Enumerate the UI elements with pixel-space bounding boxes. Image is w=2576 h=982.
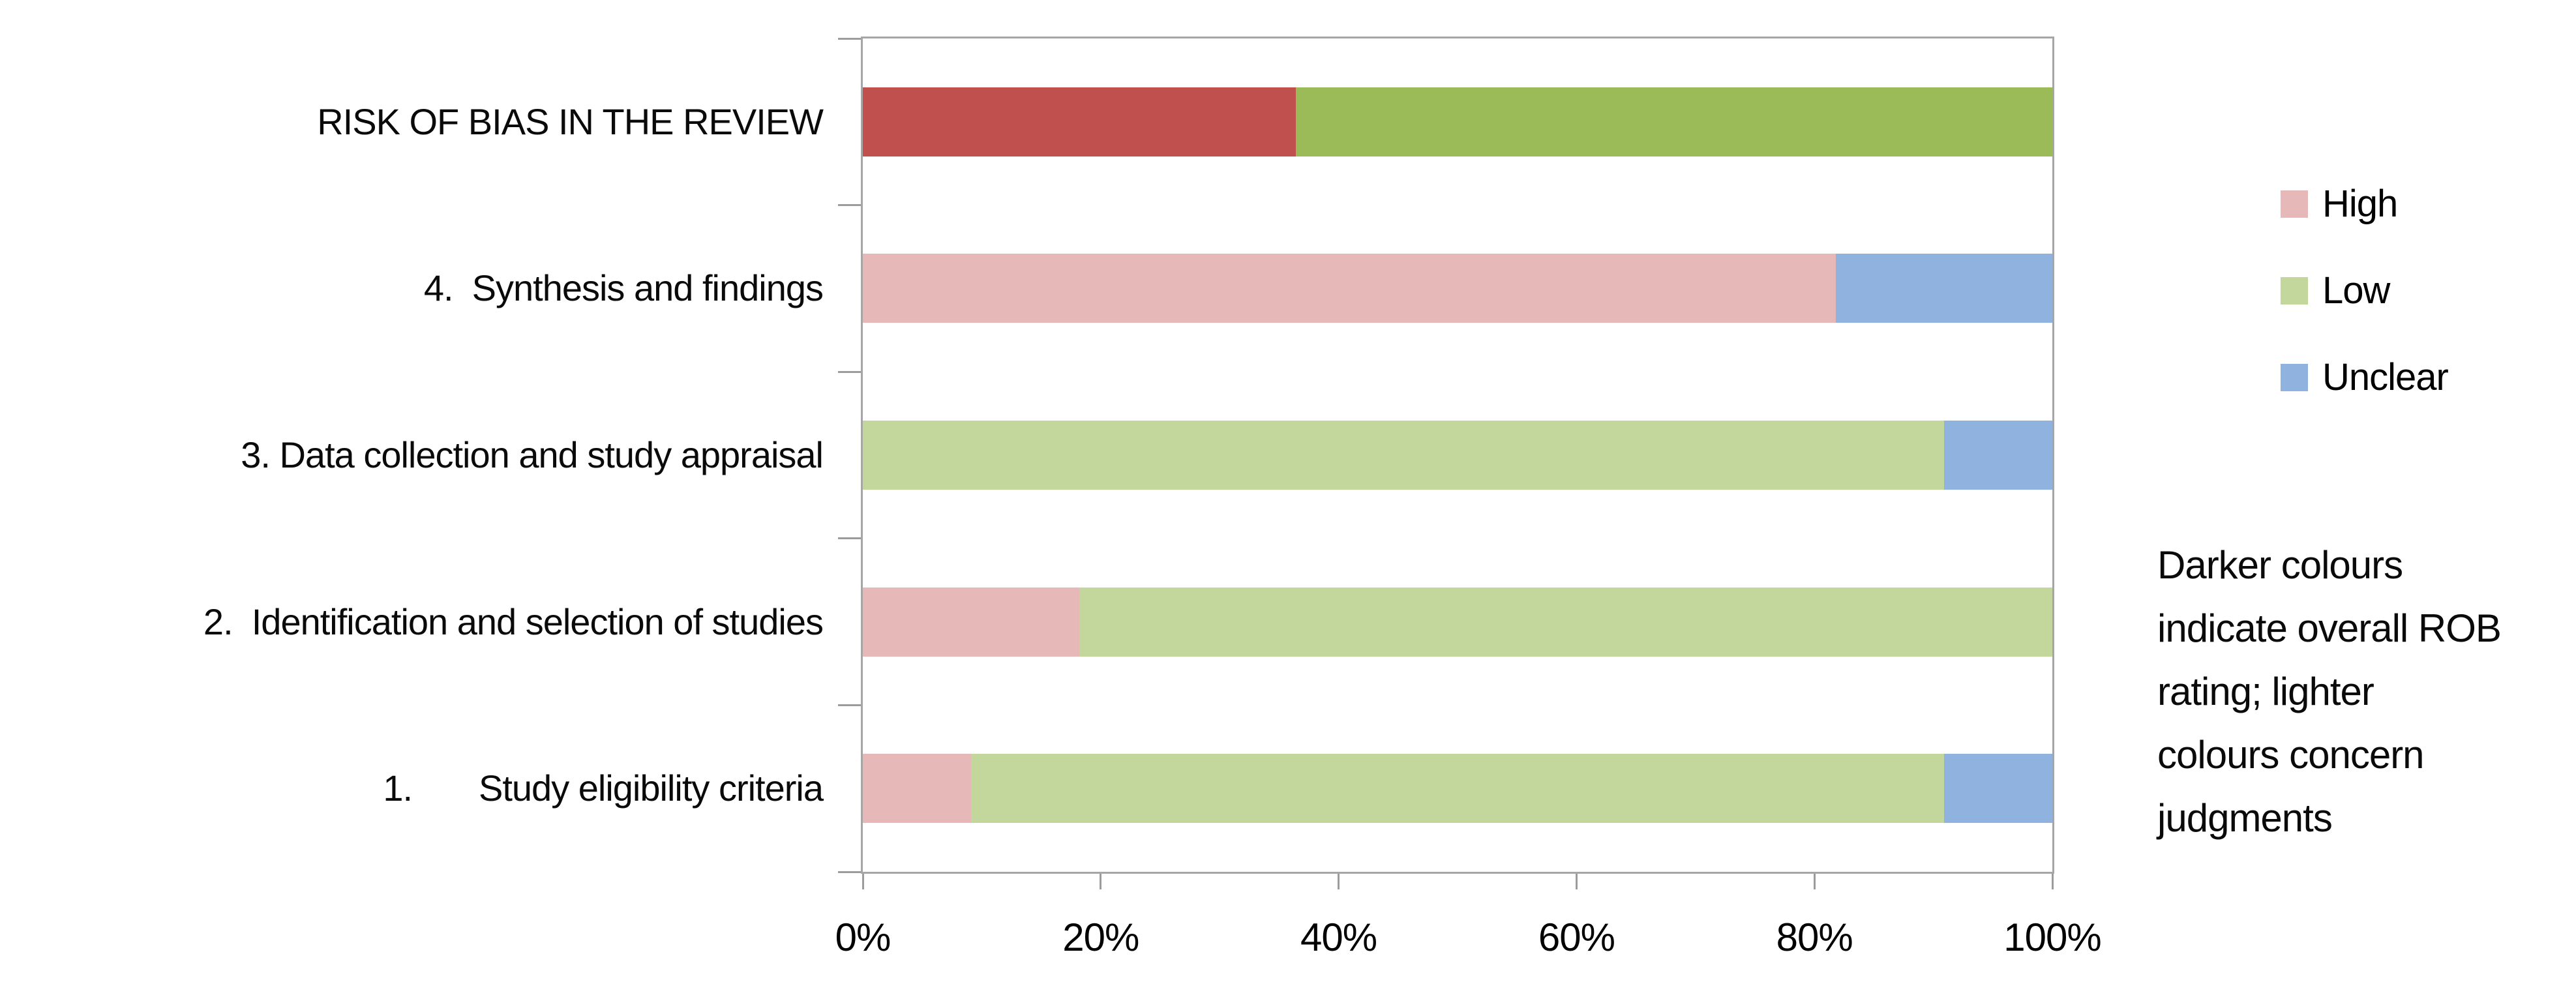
legend-swatch-unclear-icon	[2281, 364, 2308, 391]
x-axis-tick-label: 100%	[2003, 915, 2101, 959]
category-label-risk-of-bias: RISK OF BIAS IN THE REVIEW	[317, 101, 824, 142]
legend: High Low Unclear	[2281, 184, 2568, 458]
legend-label-high: High	[2322, 183, 2398, 225]
x-axis-tick-label: 0%	[835, 915, 891, 959]
x-axis-tick-label: 60%	[1538, 915, 1615, 959]
x-axis-tick	[1813, 874, 1816, 889]
category-label-eligibility: 1. Study eligibility criteria	[383, 767, 824, 809]
y-axis-tick	[838, 537, 861, 540]
category-label-synthesis: 4. Synthesis and findings	[423, 267, 824, 308]
x-axis-tick-label: 20%	[1062, 915, 1139, 959]
bar-segment-low	[1079, 587, 2052, 657]
bar-segment-high	[863, 587, 1079, 657]
y-axis-tick	[838, 870, 861, 873]
bar-segment-high	[863, 754, 971, 824]
category-label-identification: 2. Identification and selection of studi…	[203, 601, 824, 642]
note-text: Darker colours indicate overall ROB rati…	[2157, 543, 2502, 840]
x-axis-tick	[2051, 874, 2054, 889]
bar-segment-high	[863, 254, 1836, 323]
bar-segment-unclear	[1944, 421, 2052, 490]
legend-label-unclear: Unclear	[2322, 356, 2449, 398]
legend-label-low: Low	[2322, 269, 2390, 312]
y-axis-tick	[838, 37, 861, 40]
y-axis-tick	[838, 704, 861, 706]
bar-segment-low	[863, 421, 1945, 490]
x-axis-tick	[1100, 874, 1102, 889]
bar-segment-high	[863, 87, 1296, 156]
bar-segment-low	[970, 754, 1944, 824]
legend-item-high: High	[2281, 183, 2398, 225]
bar-segment-unclear	[1944, 754, 2052, 824]
category-label-data-collection: 3. Data collection and study appraisal	[241, 434, 824, 475]
x-axis-tick	[1338, 874, 1340, 889]
legend-item-low: Low	[2281, 269, 2390, 312]
legend-swatch-high-icon	[2281, 190, 2308, 218]
x-axis-tick	[1575, 874, 1578, 889]
bar-segment-unclear	[1836, 254, 2052, 323]
x-axis-tick-label: 40%	[1300, 915, 1377, 959]
legend-swatch-low-icon	[2281, 277, 2308, 305]
plot-area	[838, 37, 2054, 889]
y-axis-tick	[838, 370, 861, 373]
x-axis-tick	[861, 874, 864, 889]
x-axis-tick-label: 80%	[1776, 915, 1853, 959]
bar-segment-low	[1295, 87, 2052, 156]
legend-item-unclear: Unclear	[2281, 356, 2449, 398]
y-axis-tick	[838, 204, 861, 207]
